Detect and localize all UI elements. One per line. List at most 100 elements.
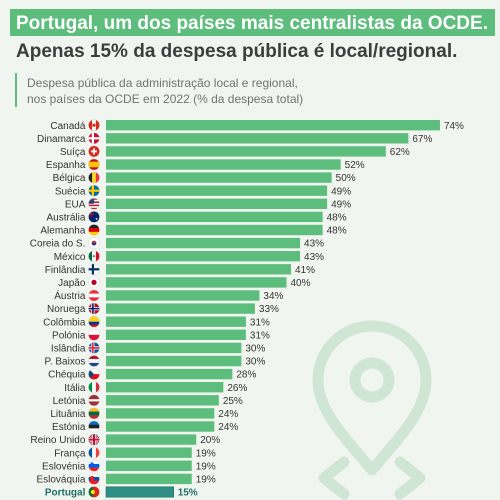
slovenia-flag-icon: [88, 459, 100, 472]
category-label: Suíça: [60, 147, 86, 158]
chart-description-line-2: nos países da OCDE em 2022 (% da despesa…: [27, 92, 304, 106]
value-label: 15%: [178, 488, 198, 499]
value-label: 49%: [331, 199, 351, 210]
bar-row: Japão 40%: [58, 276, 311, 289]
bar-row: Lituânia 24%: [50, 407, 238, 420]
bar-row: Suíça 62%: [60, 145, 410, 158]
bar-row: Polónia 31%: [52, 328, 270, 341]
finland-flag-icon: [88, 263, 100, 276]
bar: [106, 447, 192, 458]
chart-description-line-1: Despesa pública da administração local e…: [27, 76, 298, 90]
category-label: Estónia: [52, 422, 86, 433]
category-label: Coreia do S.: [30, 239, 86, 250]
bar-row: Chéquia 28%: [48, 368, 256, 381]
value-label: 31%: [250, 330, 270, 341]
bar-row: Coreia do S. 43%: [30, 237, 324, 250]
category-label: Alemanha: [40, 226, 85, 237]
bar: [106, 198, 328, 209]
value-label: 30%: [245, 344, 265, 355]
value-label: 31%: [250, 317, 270, 328]
switzerland-flag-icon: [88, 145, 100, 158]
czechia-flag-icon: [88, 368, 100, 380]
category-label: França: [54, 448, 86, 459]
value-label: 28%: [236, 370, 256, 381]
bar-row: Áustria 34%: [54, 289, 283, 302]
value-label: 25%: [223, 396, 243, 407]
category-label: Dinamarca: [37, 134, 86, 145]
bar-row: Islândia 30%: [51, 342, 266, 355]
bar-row: Finlândia 41%: [45, 263, 315, 276]
category-label: Eslováquia: [36, 475, 85, 486]
category-label: México: [54, 252, 86, 263]
chart-title: Portugal, um dos países mais centralista…: [16, 13, 488, 34]
bar-row: Espanha 52%: [46, 158, 365, 171]
category-label: Finlândia: [45, 265, 86, 276]
bar-row: Bélgica 50%: [53, 171, 356, 184]
value-label: 40%: [291, 278, 311, 289]
category-label: Espanha: [46, 160, 86, 171]
category-label: Letónia: [53, 396, 86, 407]
value-label: 19%: [196, 461, 216, 472]
bar-row: Canadá 74%: [50, 119, 464, 132]
value-label: 48%: [327, 226, 347, 237]
bar: [106, 224, 323, 236]
spain-flag-icon: [88, 158, 100, 171]
bar: [106, 251, 301, 262]
category-label: Japão: [58, 278, 86, 289]
south-korea-flag-icon: [88, 237, 100, 249]
value-label: 24%: [218, 422, 238, 433]
value-label: 19%: [196, 448, 216, 459]
category-label: Colômbia: [43, 317, 86, 328]
category-label: Chéquia: [48, 370, 86, 381]
category-label: Polónia: [52, 330, 86, 341]
bar-row: Austrália 48%: [46, 211, 347, 224]
bar-row: Noruega 33%: [47, 302, 279, 315]
category-label: Eslovénia: [42, 461, 86, 472]
france-flag-icon: [88, 446, 100, 459]
slovakia-flag-icon: [88, 473, 100, 485]
value-label: 41%: [295, 265, 315, 276]
category-label: Áustria: [54, 289, 86, 302]
bar-row: Letónia 25%: [53, 394, 243, 407]
netherlands-flag-icon: [88, 355, 100, 367]
category-label: Bélgica: [53, 173, 86, 184]
bar: [106, 329, 246, 340]
value-label: 34%: [263, 291, 283, 302]
italy-flag-icon: [88, 381, 100, 394]
lithuania-flag-icon: [88, 407, 100, 420]
bar: [105, 486, 174, 498]
category-label: Itália: [64, 383, 86, 394]
colombia-flag-icon: [88, 315, 100, 328]
bar: [106, 460, 192, 471]
bar: [106, 120, 440, 131]
bar: [106, 368, 233, 380]
bar-row: Dinamarca 67%: [37, 132, 432, 145]
portugal-flag-icon: [88, 486, 100, 498]
bar-row: Estónia 24%: [52, 420, 238, 433]
poland-flag-icon: [88, 328, 100, 341]
value-label: 33%: [259, 304, 279, 315]
value-label: 24%: [218, 409, 238, 420]
bar-row: França 19%: [54, 446, 216, 459]
austria-flag-icon: [88, 289, 100, 302]
estonia-flag-icon: [88, 420, 100, 433]
australia-flag-icon: [88, 211, 100, 223]
bar-row: Alemanha 48%: [40, 224, 347, 237]
value-label: 26%: [227, 383, 247, 394]
sweden-flag-icon: [88, 184, 100, 197]
bar: [106, 211, 323, 223]
category-label: Noruega: [47, 304, 86, 315]
bar: [106, 303, 255, 314]
bar: [106, 316, 246, 327]
chart-subtitle: Apenas 15% da despesa pública é local/re…: [16, 41, 458, 62]
bar-row: Itália 26%: [64, 381, 247, 394]
value-label: 74%: [444, 121, 464, 132]
category-label: Lituânia: [50, 409, 85, 420]
bar-row: Eslovénia 19%: [42, 459, 216, 472]
bar: [106, 264, 292, 275]
bar: [106, 185, 328, 196]
bar: [106, 434, 197, 445]
bar-row: Colômbia 31%: [43, 315, 270, 328]
mexico-flag-icon: [88, 250, 100, 263]
